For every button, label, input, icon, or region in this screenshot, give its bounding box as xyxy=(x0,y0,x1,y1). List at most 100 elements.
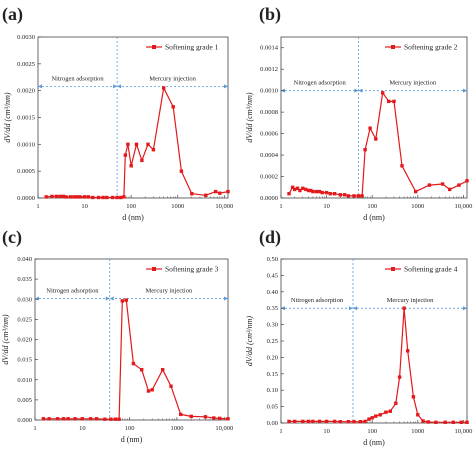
guide-arrow-right xyxy=(463,306,467,311)
y-axis-label: dV/dd (cm³/nm) xyxy=(3,92,12,143)
data-point xyxy=(324,419,329,424)
data-point xyxy=(96,195,101,200)
y-tick-label: 0.15 xyxy=(267,371,278,378)
data-point xyxy=(443,420,447,424)
y-axis-label: dV/dd (cm³/nm) xyxy=(245,316,254,367)
data-point xyxy=(119,195,123,200)
data-point xyxy=(50,194,54,199)
y-tick-label: 0.0012 xyxy=(260,66,278,73)
x-tick-label: 10 xyxy=(323,203,330,210)
series-line xyxy=(289,307,467,423)
data-point xyxy=(384,410,388,414)
data-point xyxy=(122,195,126,199)
y-tick-label: 0.0002 xyxy=(260,174,278,181)
y-tick-label: 0.000 xyxy=(17,417,32,424)
data-point xyxy=(287,419,291,424)
region-label-nitrogen: Nitrogen adsorption xyxy=(46,287,99,294)
data-point xyxy=(64,195,68,199)
data-point xyxy=(66,417,70,421)
y-tick-label: 0.015 xyxy=(17,357,32,364)
data-point xyxy=(400,164,404,168)
panel-d: (d) Nitrogen adsorption Mercury injection 0… xyxy=(245,227,472,447)
data-point xyxy=(129,164,133,168)
data-point xyxy=(356,194,361,198)
data-point xyxy=(309,188,313,193)
data-point xyxy=(381,91,385,95)
guide-arrow-mid-right xyxy=(353,306,358,311)
x-tick-label: 10,000 xyxy=(454,428,472,435)
plot-frame xyxy=(37,36,229,199)
data-point xyxy=(451,420,455,424)
y-tick-label: 0.0020 xyxy=(17,88,35,95)
legend-label: Softening grade 1 xyxy=(165,43,219,52)
data-point xyxy=(301,419,305,424)
y-tick-label: 0.10 xyxy=(267,387,278,394)
data-point xyxy=(368,126,372,130)
data-point xyxy=(338,420,342,424)
data-point xyxy=(140,158,144,163)
x-tick-label: 1 xyxy=(36,203,39,210)
data-point xyxy=(293,187,297,192)
data-point xyxy=(109,417,113,421)
x-tick-label: 100 xyxy=(126,203,136,210)
data-point xyxy=(150,388,154,392)
panel-b: (b) Nitrogen adsorption Mercury injection 0… xyxy=(245,4,472,222)
region-label-nitrogen: Nitrogen adsorption xyxy=(294,80,347,87)
data-point xyxy=(440,182,445,186)
data-point xyxy=(110,195,115,200)
guide-arrow-left xyxy=(35,296,39,301)
data-point xyxy=(311,189,315,194)
x-axis-label: d (nm) xyxy=(363,438,385,447)
x-axis-label: d (nm) xyxy=(363,213,385,222)
data-point xyxy=(204,193,208,197)
y-tick-label: 0.50 xyxy=(267,256,278,263)
data-point xyxy=(91,195,95,200)
data-point xyxy=(190,192,194,196)
data-point xyxy=(61,194,65,199)
guide-arrow-mid-right xyxy=(358,88,363,93)
x-tick-label: 1 xyxy=(33,425,36,432)
guide-arrow-left xyxy=(38,84,42,89)
data-point xyxy=(387,99,391,104)
y-tick-label: 0.30 xyxy=(267,322,278,329)
x-tick-label: 100 xyxy=(367,203,377,210)
data-point xyxy=(378,413,382,417)
data-point xyxy=(343,193,347,197)
legend-label: Softening grade 4 xyxy=(404,265,458,274)
data-point xyxy=(367,417,371,421)
data-point xyxy=(414,189,418,194)
y-tick-label: 0.020 xyxy=(17,337,32,344)
plot-frame xyxy=(280,258,468,424)
series-line xyxy=(43,299,229,420)
data-point xyxy=(134,142,139,146)
data-point xyxy=(448,187,452,192)
data-point xyxy=(287,192,291,196)
data-point xyxy=(105,195,109,200)
data-point xyxy=(363,419,367,424)
data-point xyxy=(304,187,308,192)
data-point xyxy=(113,417,118,421)
data-point xyxy=(374,414,378,418)
y-axis-label: dV/dd (cm³/nm) xyxy=(245,92,254,143)
y-tick-label: 0.0000 xyxy=(17,195,35,202)
y-tick-label: 0.0014 xyxy=(260,45,279,52)
panel-c: (c) Nitrogen adsorption Mercury injection 0… xyxy=(1,227,233,444)
y-tick-label: 0.0004 xyxy=(260,152,279,159)
panel-label: (a) xyxy=(2,4,23,25)
data-point xyxy=(54,194,59,199)
data-point xyxy=(465,420,469,424)
y-tick-label: 0.025 xyxy=(17,316,32,323)
data-point xyxy=(397,375,402,379)
y-tick-label: 0.040 xyxy=(17,256,32,263)
y-tick-label: 0.0006 xyxy=(260,131,279,138)
region-label-mercury: Mercury injection xyxy=(149,75,196,82)
data-point xyxy=(73,417,77,421)
guide-arrow-right xyxy=(463,88,467,93)
legend-marker xyxy=(391,45,395,49)
data-point xyxy=(360,194,364,198)
data-point xyxy=(226,417,230,421)
y-tick-label: 0.030 xyxy=(17,296,32,303)
data-point xyxy=(124,298,128,302)
guide-arrow-right xyxy=(224,84,228,89)
data-point xyxy=(352,420,356,424)
